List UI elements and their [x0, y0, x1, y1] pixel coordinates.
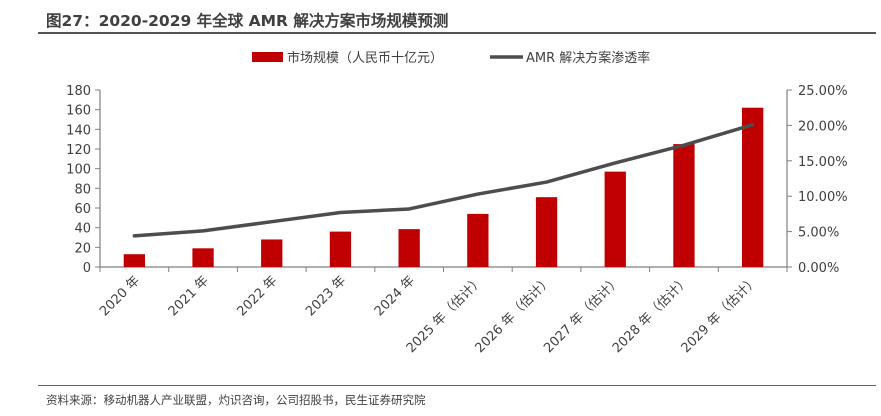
bar [192, 248, 214, 267]
x-tick-label: 2024 年 [372, 273, 418, 319]
x-tick-label: 2021 年 [166, 273, 212, 319]
y-left-tick-label: 120 [66, 143, 91, 158]
bar [123, 254, 145, 267]
footer-divider [38, 385, 876, 386]
bar [329, 231, 352, 267]
bar [467, 213, 489, 267]
y-left-tick-label: 40 [74, 222, 91, 237]
bar [535, 197, 558, 267]
y-right-tick-label: 5.00% [798, 226, 839, 241]
bar [261, 239, 283, 267]
y-right-tick-label: 10.00% [798, 190, 848, 205]
legend-bar-swatch [252, 52, 283, 62]
y-left-tick-label: 180 [66, 84, 91, 99]
x-tick-label: 2022 年 [234, 273, 280, 319]
y-left-tick-label: 0 [83, 261, 91, 276]
y-left-tick-label: 80 [74, 182, 91, 197]
x-tick-label: 2029 年（估计） [679, 273, 762, 356]
legend-bar-label: 市场规模（人民币十亿元） [287, 50, 443, 66]
bar [673, 144, 695, 267]
y-left-tick-label: 100 [66, 163, 91, 178]
source-note: 资料来源：移动机器人产业联盟，灼识咨询，公司招股书，民生证券研究院 [46, 393, 426, 407]
y-right-tick-label: 0.00% [798, 261, 839, 276]
bar-series [123, 107, 764, 267]
penetration-line [132, 122, 755, 238]
legend-line-label: AMR 解决方案渗透率 [526, 50, 650, 66]
x-tick-label: 2020 年 [97, 273, 143, 319]
x-tick-label: 2023 年 [303, 273, 349, 319]
chart: 市场规模（人民币十亿元） AMR 解决方案渗透率 0 20 40 60 80 100 120… [66, 50, 847, 356]
axes: 0 20 40 60 80 100 120 140 160 180 0.00% 5.00% 10.00%… [66, 84, 847, 276]
y-left-tick-label: 160 [66, 104, 91, 119]
bar [398, 229, 420, 267]
y-right-tick-label: 15.00% [798, 155, 848, 170]
y-right-tick-label: 25.00% [798, 84, 848, 99]
bar [604, 171, 626, 267]
y-left-tick-label: 60 [74, 202, 91, 217]
y-left-tick-label: 20 [74, 241, 91, 256]
y-left-tick-label: 140 [66, 123, 91, 138]
chart-title: 图27：2020-2029 年全球 AMR 解决方案市场规模预测 [46, 12, 449, 30]
legend: 市场规模（人民币十亿元） AMR 解决方案渗透率 [252, 50, 650, 66]
title-divider [38, 32, 876, 34]
line-series [132, 122, 755, 238]
bar [742, 107, 764, 267]
y-right-tick-label: 20.00% [798, 119, 848, 134]
